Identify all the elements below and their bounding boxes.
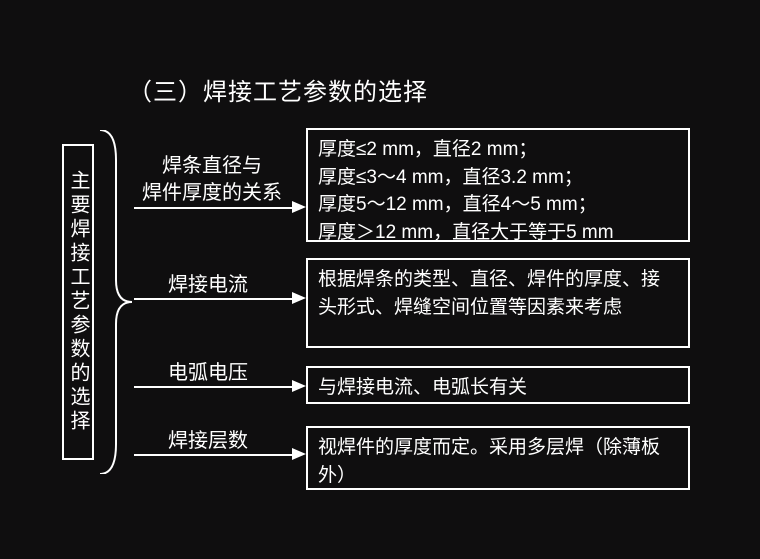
root-box: 主要焊接工艺参数的选择 (62, 144, 94, 460)
branch-underline-2 (134, 386, 292, 388)
root-label: 主要焊接工艺参数的选择 (68, 170, 88, 434)
arrow-icon (292, 448, 306, 460)
branch-label-layers: 焊接层数 (168, 428, 248, 455)
desc-box-voltage: 与焊接电流、电弧长有关 (306, 366, 690, 404)
arrow-icon (292, 292, 306, 304)
branch-underline-1 (134, 298, 292, 300)
arrow-icon (292, 380, 306, 392)
desc-box-diameter-thickness: 厚度≤2 mm，直径2 mm； 厚度≤3～4 mm，直径3.2 mm； 厚度5～… (306, 128, 690, 242)
arrow-icon (292, 201, 306, 213)
branch-underline-3 (134, 454, 292, 456)
desc-box-current: 根据焊条的类型、直径、焊件的厚度、接头形式、焊缝空间位置等因素来考虑 (306, 258, 690, 348)
curly-bracket-icon (94, 130, 134, 474)
desc-box-layers: 视焊件的厚度而定。采用多层焊（除薄板外） (306, 426, 690, 490)
branch-underline-0 (134, 207, 292, 209)
branch-label-voltage: 电弧电压 (168, 360, 248, 387)
slide-title: （三）焊接工艺参数的选择 (128, 72, 428, 107)
branch-label-diameter-thickness: 焊条直径与 焊件厚度的关系 (134, 153, 290, 207)
branch-label-current: 焊接电流 (168, 272, 248, 299)
